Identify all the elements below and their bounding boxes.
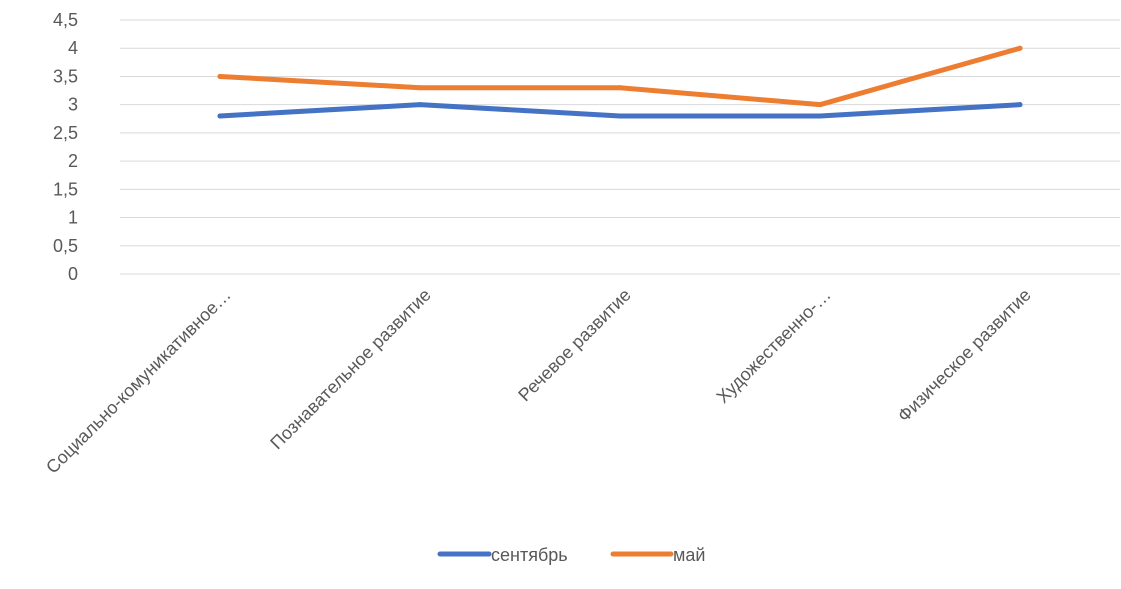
data-point: [417, 85, 423, 91]
x-tick-label: Физическое развитие: [894, 285, 1035, 426]
y-tick-label: 3: [68, 95, 78, 115]
data-point: [617, 113, 623, 119]
x-tick-label: Художественно-…: [713, 285, 835, 407]
data-point: [817, 102, 823, 108]
legend-label: май: [673, 545, 705, 565]
legend: сентябрь май: [437, 545, 705, 565]
y-tick-label: 4: [68, 38, 78, 58]
gridlines: [120, 19, 1120, 275]
y-tick-label: 1: [68, 208, 78, 228]
y-tick-label: 2: [68, 151, 78, 171]
series-lines: [217, 45, 1023, 119]
y-tick-label: 1,5: [53, 179, 78, 199]
data-point: [217, 73, 223, 79]
data-point: [217, 113, 223, 119]
legend-label: сентябрь: [491, 545, 568, 565]
x-tick-label: Познавательное развитие: [266, 285, 434, 453]
x-axis-ticks: Социально-комуникативное… Познавательное …: [42, 285, 1035, 478]
y-tick-label: 2,5: [53, 123, 78, 143]
y-tick-label: 0: [68, 264, 78, 284]
y-tick-label: 4,5: [53, 10, 78, 30]
y-axis-ticks: 0 0,5 1 1,5 2 2,5 3 3,5 4 4,5: [53, 10, 78, 284]
data-point: [817, 113, 823, 119]
data-point: [617, 85, 623, 91]
data-point: [1017, 102, 1023, 108]
data-point: [417, 102, 423, 108]
x-tick-label: Социально-комуникативное…: [42, 285, 235, 478]
data-point: [1017, 45, 1023, 51]
y-tick-label: 0,5: [53, 236, 78, 256]
x-tick-label: Речевое развитие: [514, 285, 634, 405]
y-tick-label: 3,5: [53, 66, 78, 86]
